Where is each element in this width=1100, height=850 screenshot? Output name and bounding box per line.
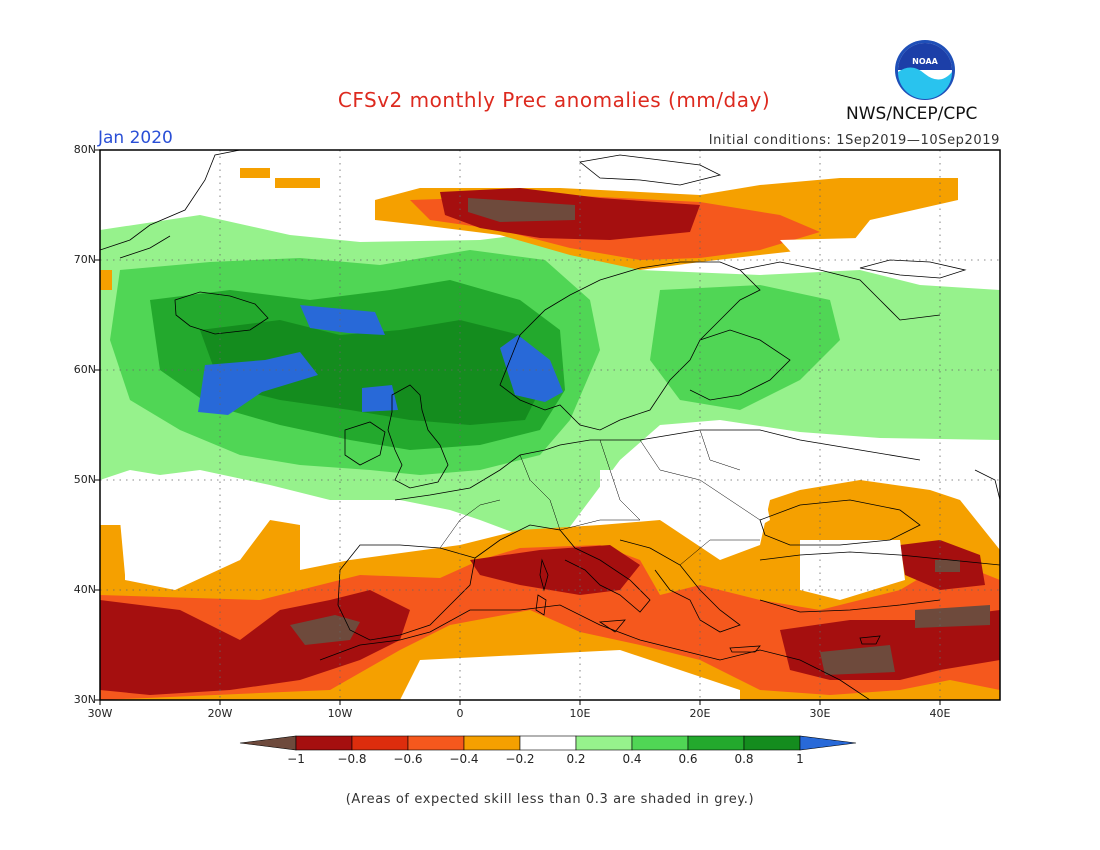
colorbar-bin xyxy=(351,735,409,751)
colorbar-bin xyxy=(407,735,465,751)
colorbar-bin xyxy=(575,735,633,751)
longitude-label: 0 xyxy=(456,707,464,720)
agency-label: NWS/NCEP/CPC xyxy=(846,104,978,124)
longitude-label: 30E xyxy=(809,707,831,720)
latitude-label: 70N xyxy=(73,253,96,266)
colorbar-min-arrow xyxy=(239,735,297,751)
longitude-label: 20E xyxy=(689,707,711,720)
valid-month-label: Jan 2020 xyxy=(98,128,173,148)
colorbar-tick-label: −0.2 xyxy=(505,752,535,766)
dry-region-brown-east xyxy=(820,560,990,675)
latitude-label: 40N xyxy=(73,583,96,596)
dry-region-barents-brown xyxy=(468,198,575,222)
dry-region-brown-west xyxy=(290,615,360,645)
latitude-label: 50N xyxy=(73,473,96,486)
colorbar-tick-label: 0.2 xyxy=(566,752,586,766)
colorbar-tick-label: −1 xyxy=(287,752,305,766)
colorbar-tick-label: 0.6 xyxy=(678,752,698,766)
map-title-text: CFSv2 monthly Prec anomalies (mm/day) xyxy=(337,88,771,112)
wet-region-blue-atlantic xyxy=(198,352,318,415)
neutral-gap-anatolia xyxy=(800,540,905,600)
colorbar-bin xyxy=(295,735,353,751)
colorbar-bin xyxy=(519,735,577,751)
latitude-label: 60N xyxy=(73,363,96,376)
longitude-label: 20W xyxy=(207,707,233,720)
skill-footnote: (Areas of expected skill less than 0.3 a… xyxy=(345,792,755,807)
longitude-label: 30W xyxy=(87,707,113,720)
latitude-label: 80N xyxy=(73,143,96,156)
wet-region-blue-iceland-sea xyxy=(300,305,385,335)
map-panel xyxy=(100,150,1000,700)
colorbar-tick-label: −0.8 xyxy=(337,752,367,766)
colorbar-bin xyxy=(631,735,689,751)
latitude-label: 30N xyxy=(73,693,96,706)
colorbar-max-arrow xyxy=(799,735,857,751)
wet-region-dark-green xyxy=(200,320,545,425)
neutral-gap-atlantic xyxy=(120,490,270,580)
neutral-gap-russia xyxy=(780,238,870,262)
noaa-logo: NOAA xyxy=(895,40,955,100)
coastlines xyxy=(100,150,1000,700)
gridlines xyxy=(100,150,1000,700)
longitude-label: 10W xyxy=(327,707,353,720)
neutral-gap-north-africa xyxy=(400,650,740,700)
colorbar-tick-label: 0.4 xyxy=(622,752,642,766)
dry-region-west-edge xyxy=(100,270,112,290)
colorbar-bin xyxy=(463,735,521,751)
colorbar-bin xyxy=(687,735,745,751)
wet-region-blue-scotland xyxy=(362,385,398,412)
colorbar xyxy=(239,735,857,751)
neutral-gap-balkans xyxy=(600,470,770,550)
colorbar-tick-label: −0.4 xyxy=(449,752,479,766)
wet-region-blue-norway xyxy=(500,335,563,402)
colorbar-tick-label: 1 xyxy=(796,752,804,766)
colorbar-tick-label: 0.8 xyxy=(734,752,754,766)
map-frame xyxy=(99,149,1001,701)
longitude-label: 10E xyxy=(569,707,591,720)
colorbar-bin xyxy=(743,735,801,751)
colorbar-tick-label: −0.6 xyxy=(393,752,423,766)
initial-conditions-label: Initial conditions: 1Sep2019—10Sep2019 xyxy=(708,133,1000,148)
noaa-logo-text: NOAA xyxy=(912,57,938,66)
wet-region-medium-green-east xyxy=(650,285,840,410)
longitude-label: 40E xyxy=(929,707,951,720)
dry-region-greenland-orange xyxy=(240,168,320,188)
axis-ticks xyxy=(95,149,941,705)
map-title: CFSv2 monthly Prec anomalies (mm/day) xyxy=(0,88,1100,112)
